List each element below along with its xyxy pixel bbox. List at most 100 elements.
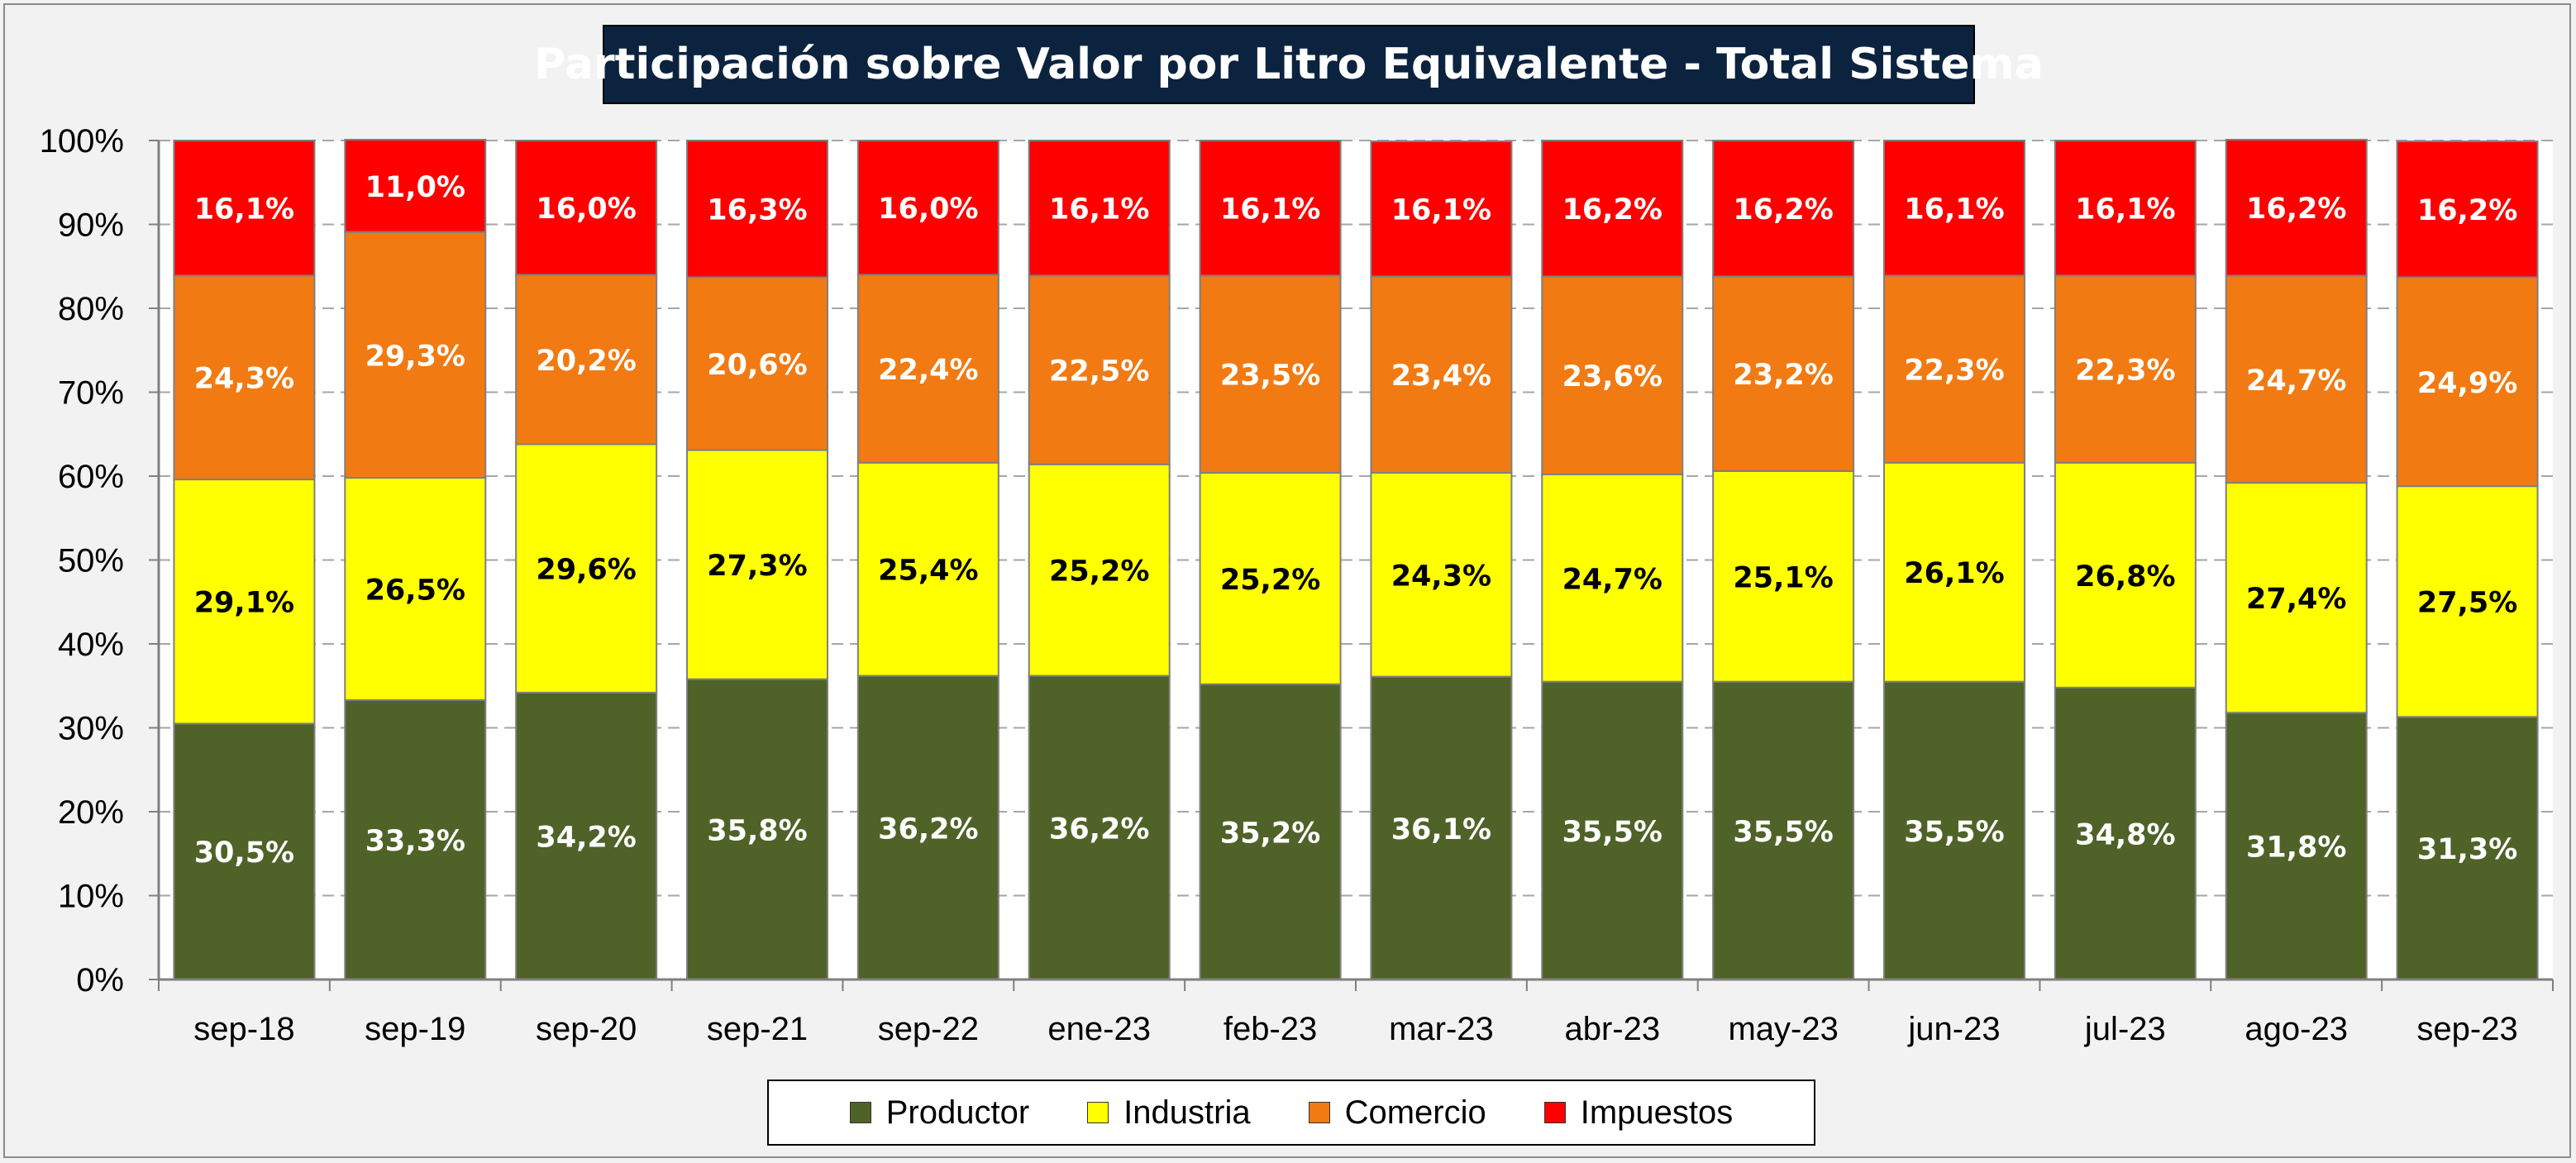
bar-impuestos <box>1712 140 1855 278</box>
data-label-comercio: 24,7% <box>2246 365 2346 398</box>
legend: Productor Industria Comercio Impuestos <box>767 1080 1815 1146</box>
bar-comercio <box>173 274 316 481</box>
data-label-productor: 33,3% <box>365 825 465 858</box>
legend-item-comercio: Comercio <box>1308 1094 1486 1132</box>
bar-productor <box>856 674 999 980</box>
bar-productor <box>1541 680 1684 980</box>
data-label-comercio: 29,3% <box>365 340 465 373</box>
bar-industria <box>856 461 999 677</box>
bar-impuestos <box>173 140 316 277</box>
data-label-impuestos: 16,0% <box>536 193 636 226</box>
data-label-industria: 26,8% <box>2075 560 2175 593</box>
data-label-productor: 35,5% <box>1733 816 1833 849</box>
data-label-productor: 35,2% <box>1220 817 1320 850</box>
data-label-impuestos: 16,0% <box>878 193 978 226</box>
x-tick-label: sep-18 <box>193 1011 294 1047</box>
x-tick-label: ago-23 <box>2244 1011 2348 1047</box>
data-label-productor: 31,8% <box>2246 832 2346 865</box>
bar-comercio <box>1712 275 1855 472</box>
data-label-impuestos: 11,0% <box>365 171 465 204</box>
x-tick-label: sep-20 <box>536 1011 637 1047</box>
bar-impuestos <box>1028 140 1171 277</box>
y-tick-label: 20% <box>58 794 124 831</box>
y-tick-label: 90% <box>58 207 124 244</box>
data-label-industria: 27,5% <box>2417 587 2517 620</box>
bar-comercio <box>2054 274 2197 464</box>
bar-impuestos <box>1370 141 1513 278</box>
x-tick-label: jun-23 <box>1907 1011 2000 1047</box>
bar-productor <box>2225 712 2368 980</box>
bar-comercio <box>856 274 999 464</box>
data-label-comercio: 23,2% <box>1733 359 1833 392</box>
bar-comercio <box>1028 274 1171 465</box>
bar-comercio <box>1541 275 1684 475</box>
legend-swatch-industria <box>1087 1102 1109 1123</box>
x-tick-label: abr-23 <box>1564 1011 1660 1047</box>
bar-productor <box>2396 716 2539 980</box>
data-label-productor: 36,1% <box>1391 813 1491 846</box>
bar-industria <box>1712 469 1855 683</box>
x-tick-label: sep-22 <box>878 1011 979 1047</box>
legend-item-productor: Productor <box>849 1094 1030 1132</box>
legend-swatch-impuestos <box>1543 1102 1566 1123</box>
bar-industria <box>2396 485 2539 718</box>
bar-productor <box>1712 680 1855 980</box>
y-tick-label: 50% <box>58 543 124 579</box>
bar-comercio <box>515 274 658 446</box>
data-label-industria: 29,6% <box>536 554 636 587</box>
data-label-industria: 27,3% <box>707 550 807 583</box>
data-label-comercio: 22,3% <box>2075 355 2175 388</box>
legend-label-comercio: Comercio <box>1344 1094 1486 1131</box>
bar-productor <box>2054 686 2197 981</box>
data-label-industria: 25,1% <box>1733 561 1833 594</box>
bar-impuestos <box>1883 140 2025 277</box>
bar-comercio <box>1883 274 2025 464</box>
data-label-impuestos: 16,2% <box>2417 194 2517 227</box>
bar-industria <box>515 443 658 694</box>
data-label-productor: 35,5% <box>1904 816 2004 849</box>
data-label-industria: 24,3% <box>1391 560 1491 593</box>
bar-comercio <box>1199 274 1342 474</box>
bar-productor <box>344 699 487 980</box>
bar-industria <box>344 477 487 702</box>
y-tick-label: 70% <box>58 375 124 412</box>
data-label-productor: 36,2% <box>1049 813 1149 846</box>
legend-label-productor: Productor <box>885 1094 1030 1131</box>
bar-productor <box>1883 680 2025 980</box>
data-label-productor: 36,2% <box>878 813 978 846</box>
data-label-impuestos: 16,1% <box>2075 193 2175 226</box>
bars <box>173 138 2539 981</box>
chart-title: Participación sobre Valor por Litro Equi… <box>534 25 2044 104</box>
data-label-industria: 27,4% <box>2246 583 2346 616</box>
y-tick-label: 80% <box>58 291 124 327</box>
legend-label-impuestos: Impuestos <box>1580 1094 1734 1131</box>
data-label-impuestos: 16,1% <box>1904 193 2004 226</box>
legend-label-industria: Industria <box>1123 1094 1251 1131</box>
bar-industria <box>686 449 828 680</box>
x-tick-label: sep-21 <box>707 1011 808 1047</box>
bar-impuestos <box>2396 141 2539 279</box>
legend-item-industria: Industria <box>1087 1094 1251 1132</box>
data-label-industria: 24,7% <box>1562 563 1662 596</box>
data-label-comercio: 20,6% <box>707 349 807 382</box>
data-label-impuestos: 16,3% <box>707 194 807 227</box>
x-tick-label: may-23 <box>1728 1011 1838 1047</box>
data-label-impuestos: 16,1% <box>194 193 294 226</box>
bar-industria <box>2225 482 2368 714</box>
legend-swatch-comercio <box>1308 1102 1330 1123</box>
bar-productor <box>515 691 658 980</box>
data-label-industria: 25,4% <box>878 555 978 588</box>
bar-comercio <box>344 231 487 479</box>
bar-productor <box>1370 675 1513 981</box>
y-tick-label: 30% <box>58 711 124 747</box>
data-label-comercio: 24,3% <box>194 363 294 396</box>
data-label-comercio: 23,5% <box>1220 360 1320 393</box>
data-label-industria: 26,5% <box>365 574 465 608</box>
bar-productor <box>1199 683 1342 980</box>
x-tick-label: mar-23 <box>1389 1011 1494 1047</box>
data-label-impuestos: 16,1% <box>1049 193 1149 226</box>
y-tick-label: 100% <box>40 123 124 160</box>
bar-impuestos <box>1541 140 1684 278</box>
x-tick-label: sep-23 <box>2416 1011 2517 1047</box>
data-label-productor: 35,5% <box>1562 816 1662 849</box>
